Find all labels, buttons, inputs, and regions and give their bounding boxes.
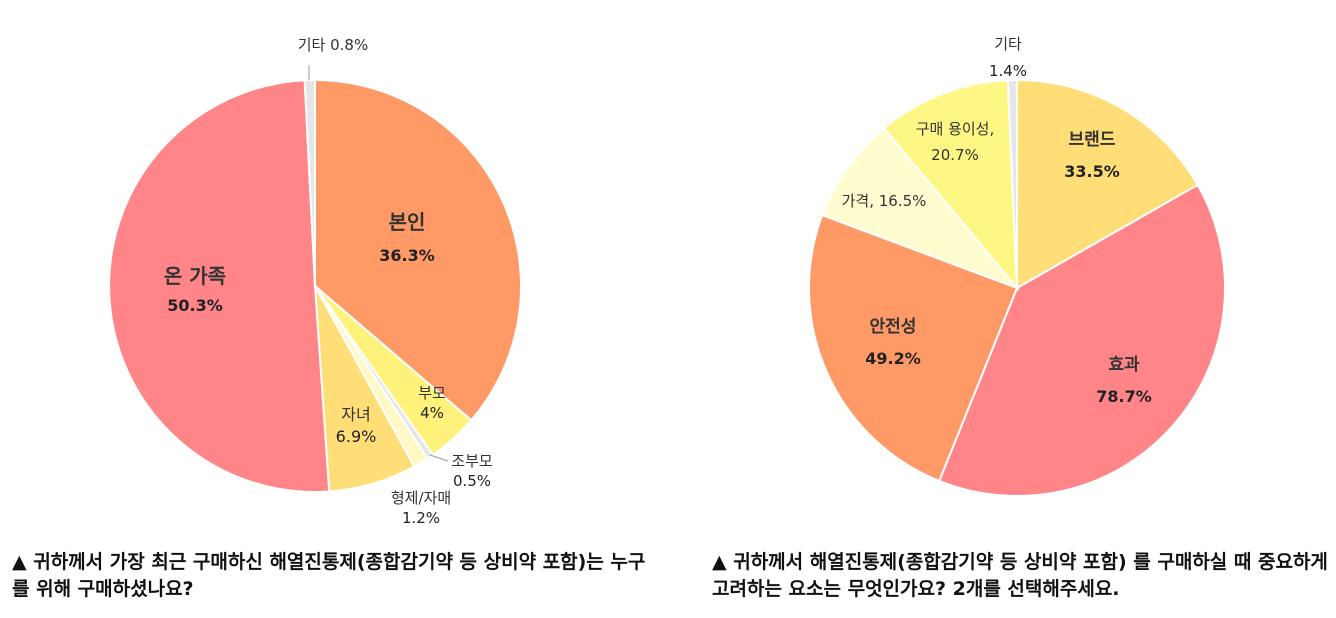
slice-label: 안전성 <box>870 317 917 337</box>
slice-value: 78.7% <box>1096 387 1152 406</box>
pie-slice-기타 <box>1006 78 1018 289</box>
pie-slice-온 가족 <box>108 79 331 493</box>
slice-label: 본인 <box>389 210 426 234</box>
pie-slice-기타 <box>303 78 316 287</box>
slice-label: 부모 <box>418 384 446 402</box>
slice-value: 1.2% <box>402 509 440 527</box>
pie-chart-1: 본인 36.3% 부모 4% 조부모 0.5%형제/자매 1.2% 자녀 6.9% 온 가족 50.… <box>108 36 522 527</box>
slice-value: 33.5% <box>1064 162 1120 181</box>
leader-line <box>429 454 449 462</box>
pie-slice-브랜드 <box>1016 78 1200 290</box>
slice-value: 0.5% <box>453 472 491 490</box>
pie-chart-2: 브랜드 33.5% 효과 78.7% 안전성 49.2% 가격, 16.5% 구매 용이성, 2… <box>808 35 1227 497</box>
slice-label: 브랜드 <box>1069 130 1116 150</box>
pie-slice-구매 용이성 <box>882 79 1019 291</box>
pie-slice-본인 <box>314 78 522 422</box>
slice-label: 온 가족 <box>164 264 226 288</box>
slice-value: 1.4% <box>989 62 1027 80</box>
chart-1-caption: ▲ 귀하께서 가장 최근 구매하신 해열진통제(종합감기약 등 상비약 포함)는… <box>12 551 646 600</box>
slice-label: 효과 <box>1108 355 1140 375</box>
pie-slice-안전성 <box>808 213 1019 483</box>
slice-label: 기타 <box>994 35 1022 53</box>
slice-value: 4% <box>420 404 444 422</box>
slice-label: 자녀 <box>341 405 370 424</box>
slice-label: 조부모 <box>451 452 493 470</box>
slice-label: 가격, 16.5% <box>842 192 927 210</box>
slice-value: 50.3% <box>167 296 223 315</box>
slice-label: 형제/자매 <box>391 489 451 507</box>
slice-label: 구매 용이성, <box>916 120 995 138</box>
chart-2-caption: ▲ 귀하께서 해열진통제(종합감기약 등 상비약 포함) 를 구매하실 때 중요… <box>712 551 1328 600</box>
slice-value: 20.7% <box>931 146 979 164</box>
pie-slice-효과 <box>937 183 1227 497</box>
slice-value: 6.9% <box>336 427 377 446</box>
slice-label: 기타 0.8% <box>298 36 368 54</box>
slice-value: 49.2% <box>865 349 921 368</box>
pie-slice-가격 <box>820 126 1021 291</box>
slice-value: 36.3% <box>379 246 435 265</box>
